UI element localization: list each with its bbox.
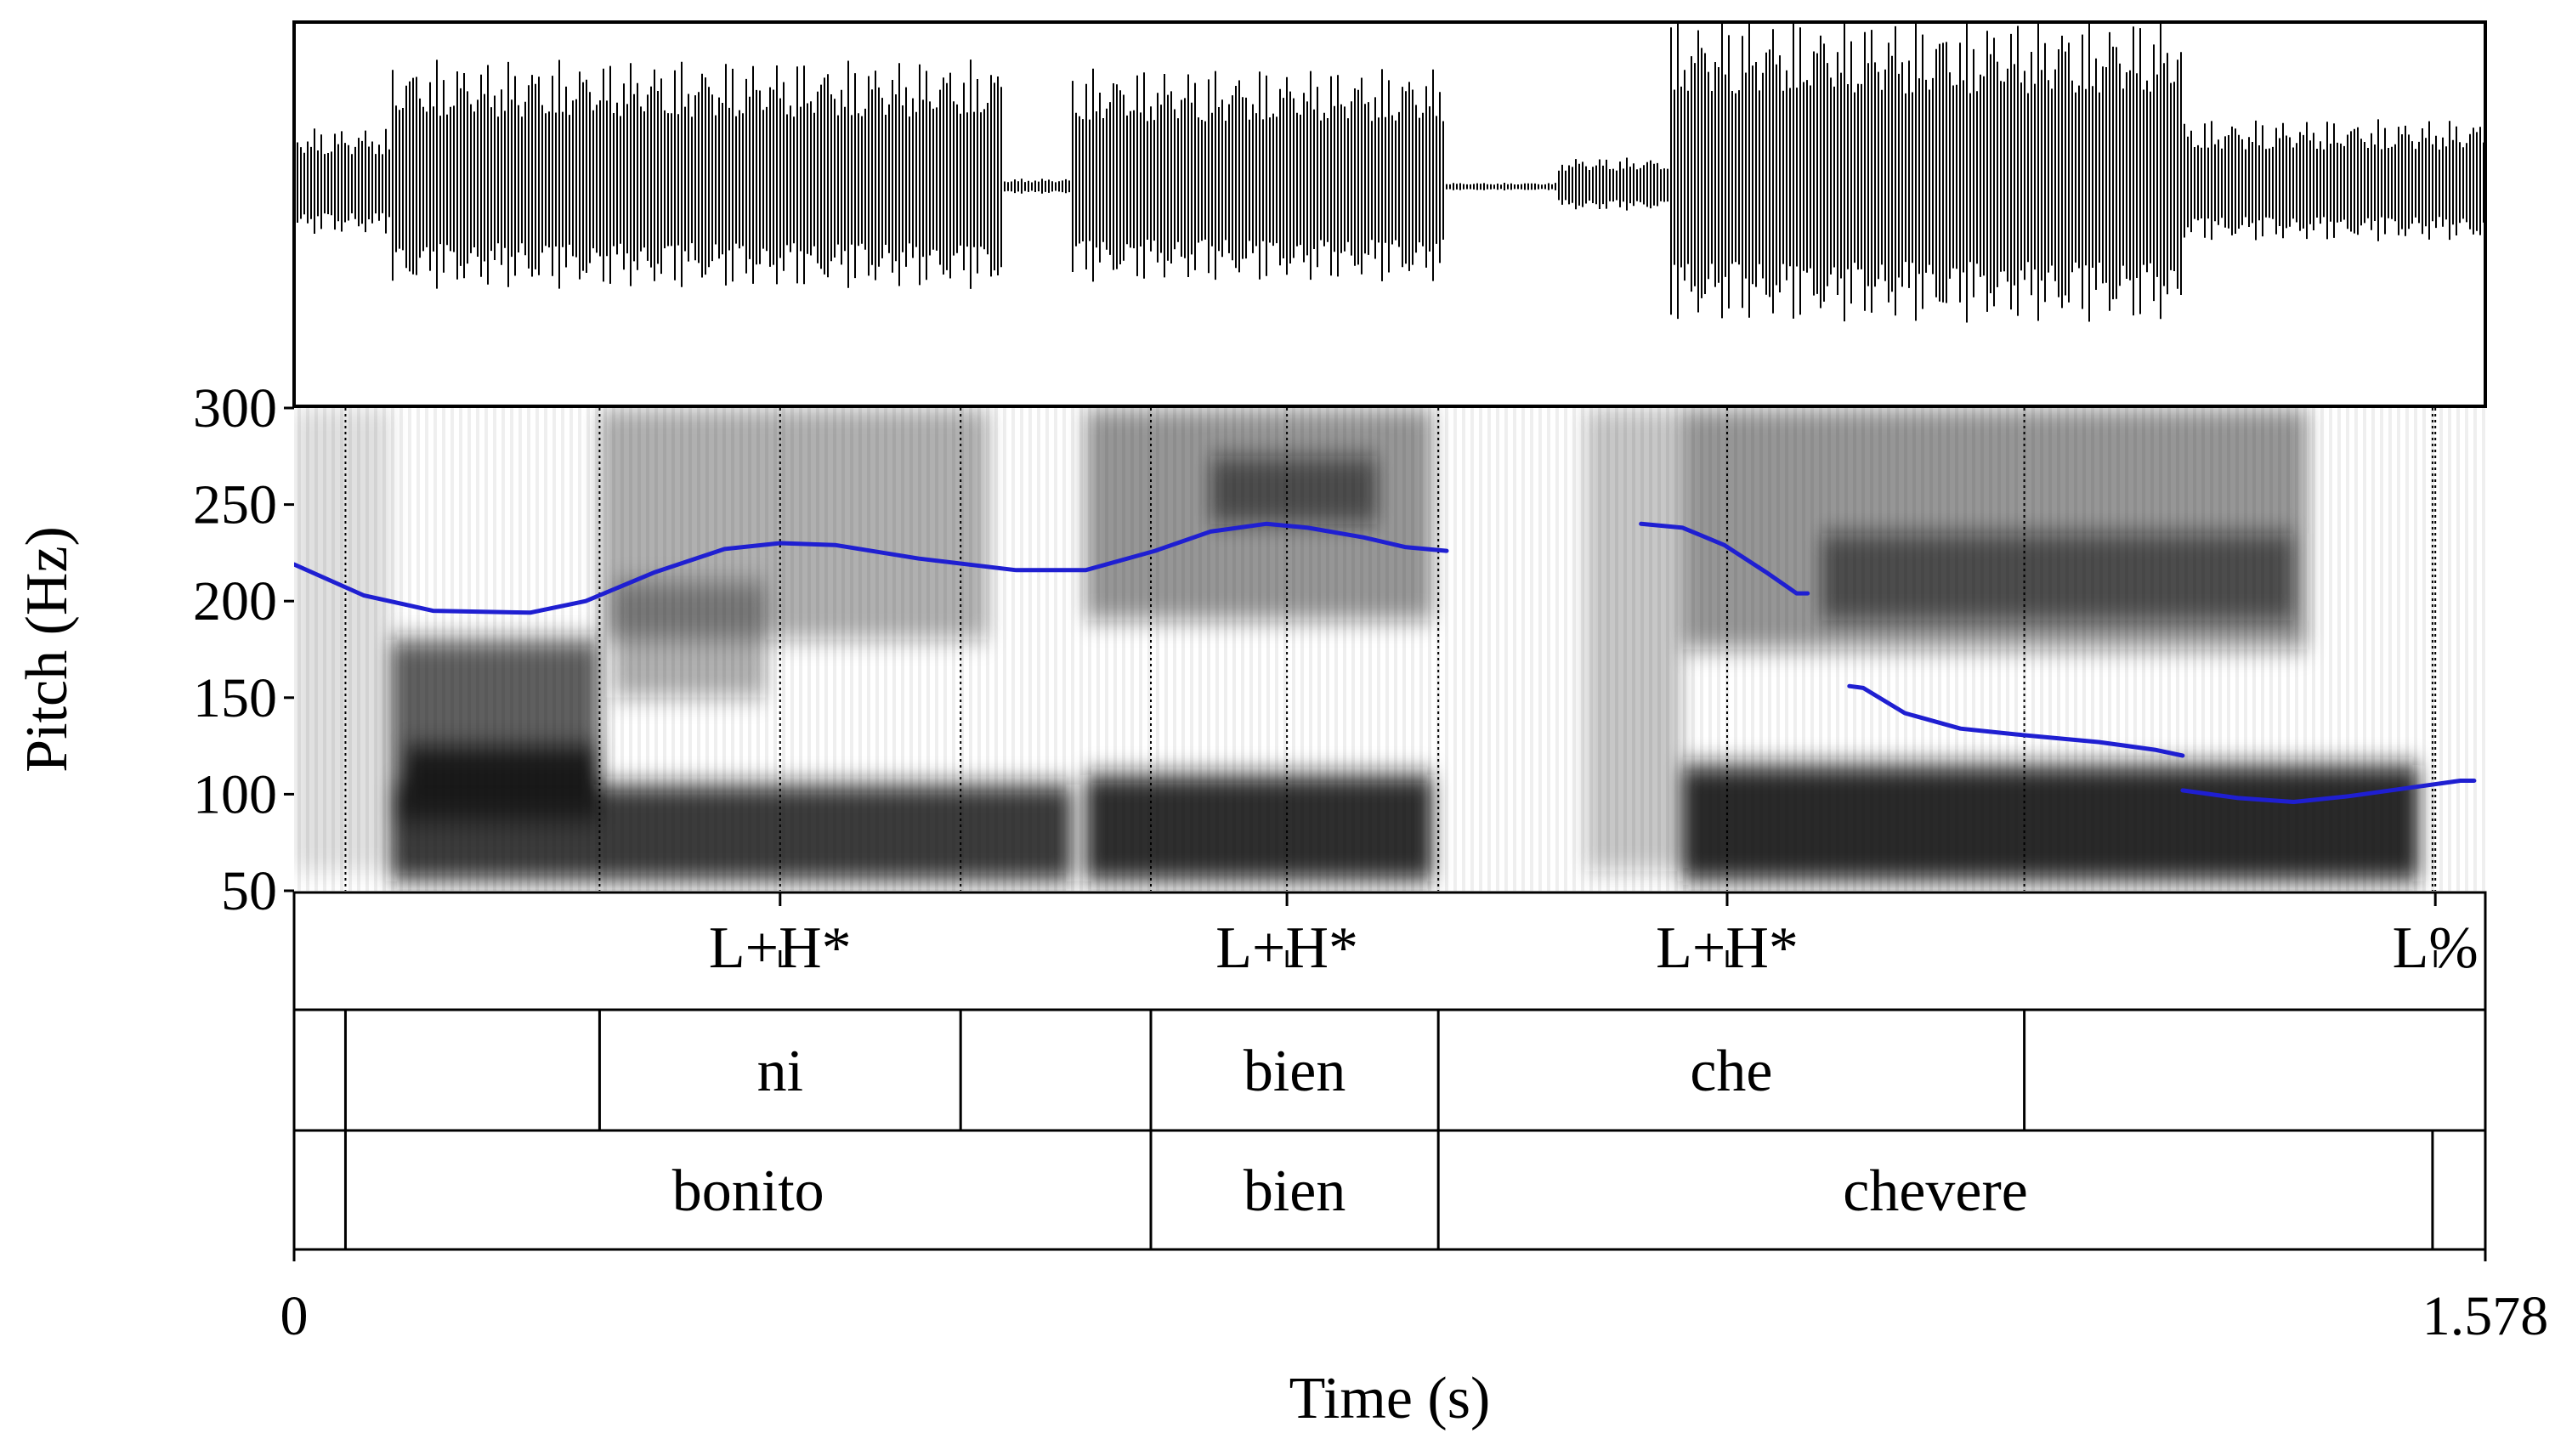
- tone-tier: L+H* L+H* L+H* L%: [709, 892, 2479, 981]
- interval-label: ni: [757, 1039, 803, 1104]
- tone-label: L%: [2393, 915, 2479, 981]
- y-axis: 300 250 200 150 100 50: [193, 377, 294, 922]
- pitch-track: [294, 521, 2477, 804]
- tone-label: L+H*: [1215, 915, 1358, 981]
- y-tick-label: 150: [193, 667, 277, 729]
- textgrid-frame: [292, 891, 2487, 1251]
- y-tick-label: 200: [193, 570, 277, 632]
- word-tier: bonito bien chevere: [343, 1130, 2434, 1249]
- interval-label: che: [1690, 1039, 1772, 1104]
- interval-label: bien: [1244, 1159, 1346, 1224]
- interval-label: chevere: [1843, 1159, 2028, 1224]
- interval-label: bien: [1244, 1039, 1346, 1104]
- x-tick-label-end: 1.578: [2422, 1285, 2549, 1347]
- waveform-panel: [292, 20, 2487, 408]
- pitch-segment: [1639, 521, 1810, 596]
- x-axis: 0 1.578: [280, 1249, 2549, 1347]
- spectrogram-striations: [294, 408, 2485, 891]
- x-axis-label: Time (s): [1289, 1366, 1491, 1431]
- pitch-segment: [1847, 683, 2185, 758]
- spectrogram-panel: [294, 408, 2485, 891]
- syllable-tier: ni bien che: [343, 1010, 2026, 1130]
- pitch-segment: [2180, 779, 2477, 804]
- tone-label: L+H*: [709, 915, 852, 981]
- y-tick-label: 300: [193, 377, 277, 439]
- waveform-frame: [292, 20, 2487, 408]
- textgrid: L+H* L+H* L+H* L% ni bien che bonito bien cheve…: [292, 891, 2487, 1251]
- tone-label: L+H*: [1656, 915, 1799, 981]
- y-tick-label: 50: [221, 860, 277, 922]
- x-tick-label-start: 0: [280, 1285, 309, 1347]
- y-tick-label: 100: [193, 763, 277, 825]
- y-axis-label: Pitch (Hz): [14, 526, 80, 773]
- waveform: [294, 22, 2484, 323]
- pitch-segment: [294, 521, 1449, 615]
- interval-label: bonito: [672, 1159, 824, 1224]
- waveform-trace: [294, 22, 2484, 323]
- y-tick-label: 250: [193, 474, 277, 536]
